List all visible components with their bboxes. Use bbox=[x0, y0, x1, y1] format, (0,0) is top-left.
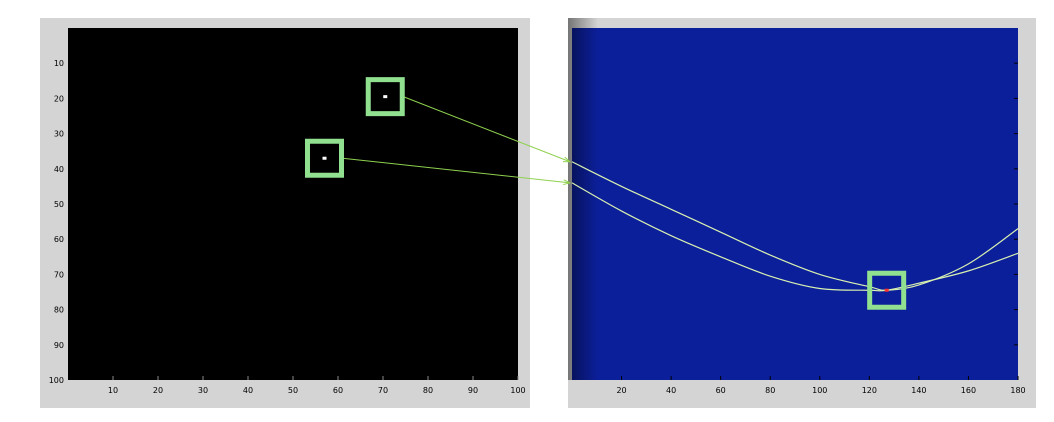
image-space-plot bbox=[68, 28, 518, 380]
left-x-tick-label: 80 bbox=[423, 386, 433, 395]
mapping-arrowhead-2 bbox=[563, 179, 572, 186]
left-x-tick-label: 100 bbox=[510, 386, 525, 395]
parameter-space-edge-shade bbox=[568, 18, 598, 380]
left-x-tick-label: 90 bbox=[468, 386, 478, 395]
right-x-tick-label: 180 bbox=[1010, 386, 1025, 395]
right-x-tick-label: 40 bbox=[666, 386, 676, 395]
right-x-tick-label: 80 bbox=[765, 386, 775, 395]
left-y-tick-label: 100 bbox=[49, 376, 64, 385]
highlight-boxes bbox=[305, 77, 907, 310]
left-y-ticks: 10 20 30 40 50 60 70 80 90 100 bbox=[49, 59, 64, 385]
right-x-tick-label: 20 bbox=[616, 386, 626, 395]
right-x-tick-label: 60 bbox=[716, 386, 726, 395]
left-y-tick-label: 70 bbox=[54, 270, 64, 279]
edge-points bbox=[322, 95, 388, 160]
mapping-arrow-2 bbox=[342, 157, 571, 184]
edge-point-1 bbox=[383, 95, 388, 99]
left-y-tick-label: 80 bbox=[54, 306, 64, 315]
right-x-tick-label: 160 bbox=[961, 386, 976, 395]
left-y-tick-label: 20 bbox=[54, 94, 64, 103]
right-x-tick-label: 140 bbox=[911, 386, 926, 395]
left-y-tick-label: 60 bbox=[54, 235, 64, 244]
intersection-highlight-box bbox=[867, 270, 907, 310]
sinusoid-curves bbox=[571, 161, 1019, 292]
mapping-arrowhead-1 bbox=[562, 156, 572, 163]
left-y-tick-label: 90 bbox=[54, 341, 64, 350]
left-y-tick-label: 40 bbox=[54, 165, 64, 174]
right-x-ticks: 20 40 60 80 100 120 140 160 180 bbox=[616, 376, 1026, 395]
parameter-space-plot bbox=[572, 28, 1018, 380]
left-y-tick-label: 10 bbox=[54, 59, 64, 68]
point-highlight-box-2 bbox=[305, 138, 344, 178]
right-x-tick-label: 100 bbox=[812, 386, 827, 395]
left-x-tick-label: 40 bbox=[243, 386, 253, 395]
left-x-tick-label: 30 bbox=[198, 386, 208, 395]
left-x-ticks: 10 20 30 40 50 60 70 80 90 100 bbox=[108, 376, 526, 395]
mapping-arrow-1 bbox=[403, 96, 571, 163]
right-x-tick-label: 120 bbox=[862, 386, 877, 395]
left-y-tick-label: 50 bbox=[54, 200, 64, 209]
intersection-point bbox=[884, 288, 889, 292]
point-highlight-box-1 bbox=[365, 77, 405, 117]
left-y-tick-label: 30 bbox=[54, 130, 64, 139]
left-x-tick-label: 50 bbox=[288, 386, 298, 395]
left-x-tick-label: 60 bbox=[333, 386, 343, 395]
left-x-tick-label: 70 bbox=[378, 386, 388, 395]
mapping-arrows bbox=[342, 96, 572, 186]
left-x-tick-label: 10 bbox=[108, 386, 118, 395]
left-x-tick-label: 20 bbox=[153, 386, 163, 395]
edge-point-2 bbox=[322, 156, 327, 160]
sinusoid-curve-2 bbox=[571, 182, 1019, 292]
right-y-ticks bbox=[1014, 62, 1018, 346]
